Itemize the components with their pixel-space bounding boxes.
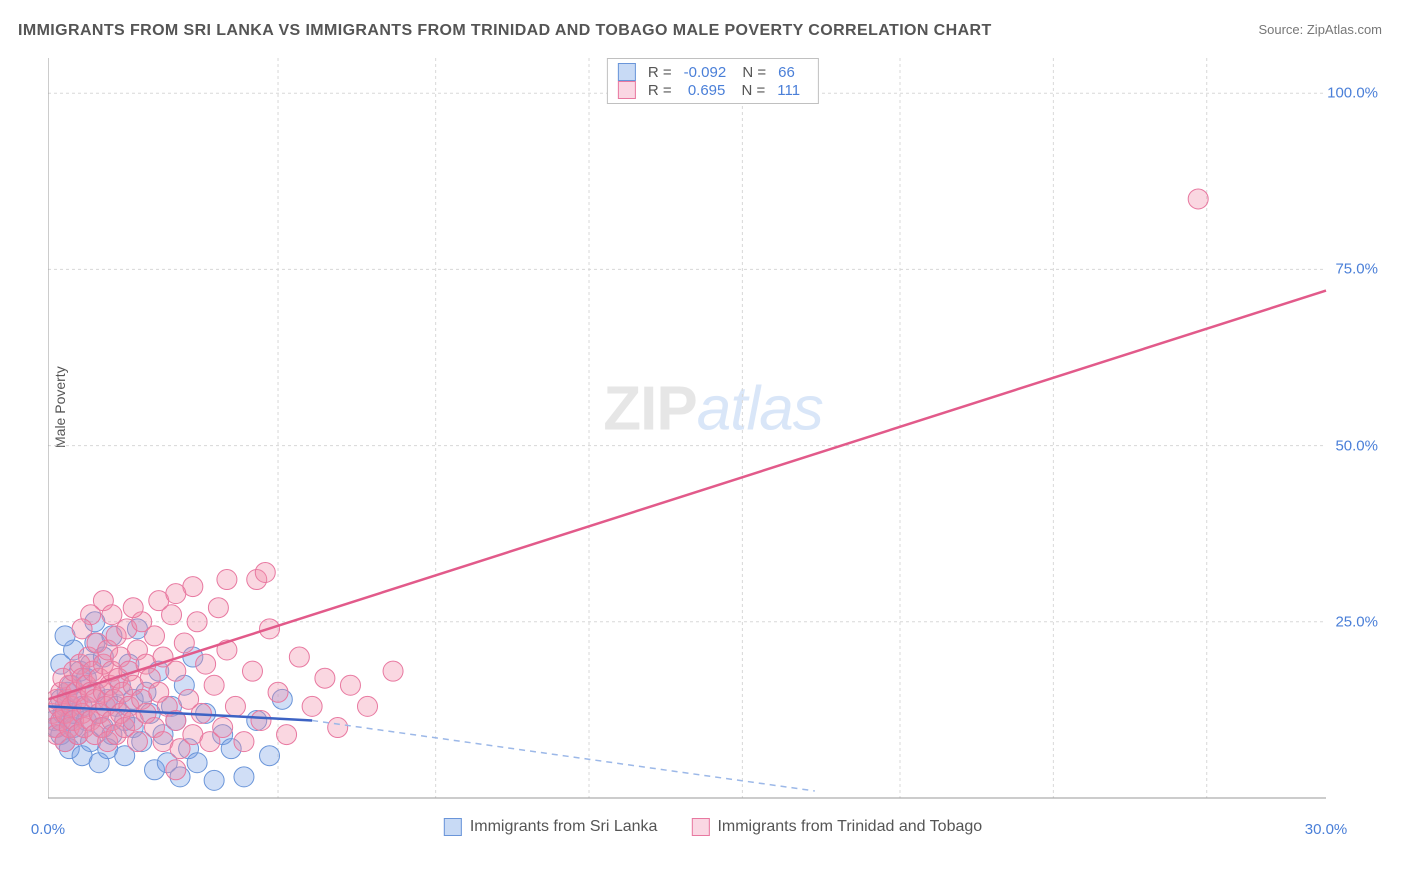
n-value-1: 66 (774, 64, 799, 81)
trend-line (312, 720, 815, 790)
correlation-legend: R = -0.092 N = 66 R = 0.695 N = 111 (607, 58, 819, 104)
series-legend: Immigrants from Sri Lanka Immigrants fro… (444, 818, 982, 836)
data-point (72, 619, 92, 639)
x-tick-label: 0.0% (31, 821, 65, 838)
data-point (187, 612, 207, 632)
trend-line (48, 291, 1326, 700)
data-point (187, 753, 207, 773)
data-point (255, 562, 275, 582)
data-point (1188, 189, 1208, 209)
data-point (174, 633, 194, 653)
legend-swatch-trinidad (618, 81, 636, 99)
data-point (234, 767, 254, 787)
data-point (127, 732, 147, 752)
source-text: Source: ZipAtlas.com (1258, 22, 1382, 37)
data-point (166, 760, 186, 780)
data-point (302, 696, 322, 716)
legend-item-srilanka: Immigrants from Sri Lanka (444, 818, 658, 836)
chart-root: IMMIGRANTS FROM SRI LANKA VS IMMIGRANTS … (0, 0, 1406, 892)
correlation-row-1: R = -0.092 N = 66 (618, 63, 804, 81)
data-point (268, 682, 288, 702)
data-point (204, 675, 224, 695)
correlation-row-2: R = 0.695 N = 111 (618, 81, 804, 99)
y-tick-label: 25.0% (1335, 613, 1378, 630)
data-point (196, 654, 216, 674)
data-point (340, 675, 360, 695)
n-value-2: 111 (773, 82, 804, 99)
y-tick-label: 100.0% (1327, 85, 1378, 102)
data-point (208, 598, 228, 618)
data-point (166, 661, 186, 681)
legend-swatch-icon (691, 818, 709, 836)
data-point (145, 626, 165, 646)
plot-area: Male Poverty ZIP atlas 25.0%50.0%75.0%10… (48, 58, 1378, 838)
data-point (328, 718, 348, 738)
data-point (102, 605, 122, 625)
data-point (260, 746, 280, 766)
r-value-2: 0.695 (680, 82, 730, 99)
legend-item-trinidad: Immigrants from Trinidad and Tobago (691, 818, 982, 836)
data-point (234, 732, 254, 752)
y-tick-label: 75.0% (1335, 261, 1378, 278)
x-tick-label: 30.0% (1305, 821, 1348, 838)
legend-swatch-icon (444, 818, 462, 836)
data-point (242, 661, 262, 681)
legend-label: Immigrants from Trinidad and Tobago (717, 818, 982, 836)
y-tick-label: 50.0% (1335, 437, 1378, 454)
r-value-1: -0.092 (680, 64, 731, 81)
data-point (277, 725, 297, 745)
data-point (358, 696, 378, 716)
data-point (225, 696, 245, 716)
data-point (289, 647, 309, 667)
data-point (213, 718, 233, 738)
data-point (204, 770, 224, 790)
legend-label: Immigrants from Sri Lanka (470, 818, 658, 836)
data-point (123, 598, 143, 618)
data-point (315, 668, 335, 688)
data-point (217, 570, 237, 590)
data-point (251, 710, 271, 730)
data-point (383, 661, 403, 681)
chart-svg (48, 58, 1378, 838)
legend-swatch-srilanka (618, 63, 636, 81)
chart-title: IMMIGRANTS FROM SRI LANKA VS IMMIGRANTS … (18, 22, 992, 40)
data-point (166, 584, 186, 604)
